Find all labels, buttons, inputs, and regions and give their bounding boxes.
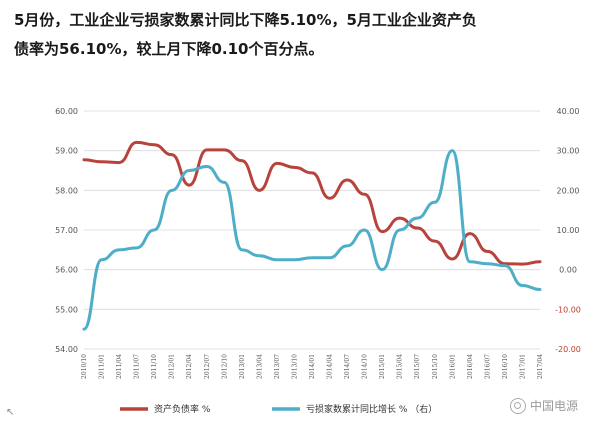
x-tick-label: 2011/07 xyxy=(134,354,141,379)
left-tick-label: 57.00 xyxy=(55,226,78,235)
x-tick-label: 2015/07 xyxy=(414,354,421,379)
x-tick-label: 2014/04 xyxy=(327,354,334,379)
x-tick-label: 2014/01 xyxy=(309,354,316,379)
left-tick-label: 60.00 xyxy=(55,107,78,116)
x-tick-label: 2016/07 xyxy=(484,354,491,379)
x-tick-label: 2017/04 xyxy=(537,354,544,379)
legend-label-loss-growth: 亏损家数累计同比增长 % （右） xyxy=(306,403,437,415)
x-tick-label: 2012/01 xyxy=(169,354,176,379)
series-line-debt-ratio xyxy=(82,140,542,266)
right-tick-label: 10.00 xyxy=(557,226,580,235)
x-tick-label: 2013/04 xyxy=(256,354,263,379)
watermark-text: 中国电源 xyxy=(529,399,578,413)
x-tick-label: 2016/04 xyxy=(467,354,474,379)
x-tick-label: 2017/01 xyxy=(519,354,526,379)
legend: 资产负债率 % 亏损家数累计同比增长 % （右） xyxy=(120,403,437,415)
x-tick-label: 2016/01 xyxy=(449,354,456,379)
headline: 5月份，工业企业亏损家数累计同比下降5.10%，5月工业企业资产负 债率为56.… xyxy=(14,6,580,64)
x-tick-label: 2013/01 xyxy=(239,354,246,379)
left-tick-label: 56.00 xyxy=(55,266,78,275)
left-tick-label: 55.00 xyxy=(55,305,78,314)
series-lines xyxy=(82,140,542,331)
series-line-loss-growth xyxy=(82,149,542,331)
right-tick-label: 40.00 xyxy=(557,107,580,116)
x-tick-label: 2011/01 xyxy=(99,354,106,379)
x-tick-label: 2013/07 xyxy=(274,354,281,379)
watermark: 中国电源 xyxy=(509,397,578,414)
right-tick-label: 20.00 xyxy=(557,186,580,195)
x-tick-label: 2014/07 xyxy=(344,354,351,379)
legend-label-debt-ratio: 资产负债率 % xyxy=(154,403,211,415)
x-tick-label: 2012/10 xyxy=(221,354,228,379)
right-tick-label: 0.00 xyxy=(559,266,577,275)
right-axis-ticks: 40.00 30.00 20.00 10.00 0.00 -10.00 -20.00 xyxy=(555,107,581,354)
left-tick-label: 54.00 xyxy=(55,345,78,354)
wechat-icon xyxy=(509,397,526,414)
headline-line-2: 债率为56.10%，较上月下降0.10个百分点。 xyxy=(14,40,324,58)
x-tick-label: 2012/07 xyxy=(204,354,211,379)
gridlines xyxy=(84,110,540,350)
right-tick-label: 30.00 xyxy=(557,147,580,156)
corner-cursor-icon: ↖ xyxy=(6,407,15,418)
left-tick-label: 59.00 xyxy=(55,147,78,156)
x-tick-label: 2015/01 xyxy=(379,354,386,379)
right-tick-label: -10.00 xyxy=(555,305,581,314)
x-tick-label: 2012/04 xyxy=(186,354,193,379)
right-tick-label: -20.00 xyxy=(555,345,581,354)
x-tick-label: 2015/04 xyxy=(397,354,404,379)
left-axis-ticks: 60.00 59.00 58.00 57.00 56.00 55.00 54.00 xyxy=(55,107,78,354)
left-tick-label: 58.00 xyxy=(55,186,78,195)
headline-line-1: 5月份，工业企业亏损家数累计同比下降5.10%，5月工业企业资产负 xyxy=(14,11,477,29)
x-axis-ticks: 2010/10 2011/01 2011/04 2011/07 2011/10 2012/… xyxy=(81,354,544,379)
x-tick-label: 2011/04 xyxy=(116,354,123,379)
x-tick-label: 2011/10 xyxy=(151,354,158,379)
x-tick-label: 2010/10 xyxy=(81,354,88,379)
x-tick-label: 2016/10 xyxy=(502,354,509,379)
x-tick-label: 2015/10 xyxy=(432,354,439,379)
x-tick-label: 2013/10 xyxy=(291,354,298,379)
x-tick-label: 2014/10 xyxy=(362,354,369,379)
